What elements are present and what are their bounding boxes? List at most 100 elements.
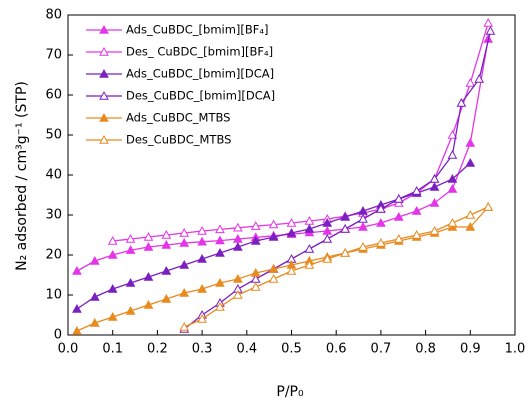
data-point xyxy=(485,25,496,35)
data-point xyxy=(233,241,243,251)
data-point xyxy=(447,183,458,193)
legend-label: Ads_CuBDC_MTBS xyxy=(126,111,230,125)
data-point xyxy=(107,235,118,245)
x-tick-label: 1.0 xyxy=(505,342,526,357)
data-point xyxy=(304,259,315,269)
y-axis-label: N₂ adsorbed / cm³g⁻¹ (STP) xyxy=(14,81,30,271)
data-point xyxy=(465,221,476,231)
data-point xyxy=(358,241,368,251)
x-tick-label: 0.4 xyxy=(236,342,257,357)
data-point xyxy=(411,205,422,215)
data-point xyxy=(268,231,279,241)
y-tick-label: 20 xyxy=(45,248,62,263)
legend-marker xyxy=(99,112,109,122)
data-point xyxy=(233,222,243,232)
legend-label: Des_CuBDC_[bmim][DCA] xyxy=(126,89,275,103)
legend-marker xyxy=(99,134,109,144)
data-point xyxy=(143,241,154,251)
data-point xyxy=(250,221,261,230)
data-point xyxy=(107,249,118,259)
data-point xyxy=(268,273,279,283)
data-point xyxy=(197,313,207,323)
data-point xyxy=(268,219,279,229)
data-point xyxy=(429,173,440,183)
data-point xyxy=(197,283,207,293)
y-tick-label: 50 xyxy=(45,128,62,143)
data-point xyxy=(411,229,422,239)
legend-label: Ads_CuBDC_[bmim][BF₄] xyxy=(126,23,269,37)
y-tick-label: 10 xyxy=(45,288,62,303)
data-point xyxy=(72,303,82,313)
data-point xyxy=(215,301,225,311)
y-tick-label: 40 xyxy=(45,168,62,183)
data-point xyxy=(161,239,172,249)
data-point xyxy=(465,209,476,219)
data-point xyxy=(393,211,404,221)
data-point xyxy=(465,157,476,167)
data-point xyxy=(429,181,440,191)
data-point xyxy=(215,235,225,245)
data-point xyxy=(304,243,315,253)
data-point xyxy=(215,247,225,257)
data-point xyxy=(179,259,190,269)
series-line xyxy=(183,206,489,328)
data-point xyxy=(286,265,297,275)
data-point xyxy=(429,197,440,207)
x-tick-label: 0.8 xyxy=(415,342,436,357)
data-point xyxy=(161,293,172,303)
legend-label: Ads_CuBDC_[bmim][DCA] xyxy=(126,67,274,81)
data-point xyxy=(125,277,136,287)
y-tick-label: 60 xyxy=(45,88,62,103)
legend-label: Des_CuBDC_MTBS xyxy=(126,133,231,147)
x-tick-label: 0.3 xyxy=(192,342,213,357)
data-point xyxy=(456,97,467,107)
x-tick-label: 0.9 xyxy=(460,342,481,357)
data-point xyxy=(483,201,494,211)
data-point xyxy=(286,217,297,227)
data-point xyxy=(179,287,190,297)
data-point xyxy=(143,299,154,309)
data-point xyxy=(340,223,350,233)
data-point xyxy=(483,17,494,27)
data-point xyxy=(143,271,154,281)
data-point xyxy=(286,227,297,237)
data-point xyxy=(143,231,154,241)
data-point xyxy=(393,233,404,243)
data-point xyxy=(322,233,333,243)
data-point xyxy=(340,247,350,257)
series-line xyxy=(112,22,489,242)
series-line xyxy=(76,206,489,332)
data-point xyxy=(250,281,261,291)
data-point xyxy=(125,245,136,254)
data-point xyxy=(72,325,82,335)
legend-marker xyxy=(99,24,109,34)
data-point xyxy=(72,265,82,275)
data-point xyxy=(340,211,350,221)
data-point xyxy=(215,277,225,287)
x-tick-label: 0.1 xyxy=(102,342,123,357)
data-point xyxy=(429,225,440,235)
data-point xyxy=(447,149,458,159)
data-point xyxy=(322,217,333,227)
x-tick-label: 0.0 xyxy=(58,342,79,357)
data-point xyxy=(89,255,100,265)
data-point xyxy=(125,305,136,315)
x-axis-label: P/P₀ xyxy=(276,384,304,400)
data-point xyxy=(250,267,261,277)
data-point xyxy=(376,203,386,213)
data-point xyxy=(179,227,190,237)
y-tick-label: 0 xyxy=(54,328,62,343)
data-point xyxy=(304,223,315,233)
data-point xyxy=(268,263,279,273)
x-tick-label: 0.7 xyxy=(371,342,392,357)
data-point xyxy=(358,213,368,223)
data-point xyxy=(161,229,172,239)
data-point xyxy=(358,221,368,231)
x-tick-label: 0.5 xyxy=(281,342,302,357)
x-tick-label: 0.2 xyxy=(147,342,168,357)
legend-marker xyxy=(99,90,109,100)
legend-marker xyxy=(99,68,109,78)
data-point xyxy=(322,253,333,263)
data-point xyxy=(447,173,458,183)
